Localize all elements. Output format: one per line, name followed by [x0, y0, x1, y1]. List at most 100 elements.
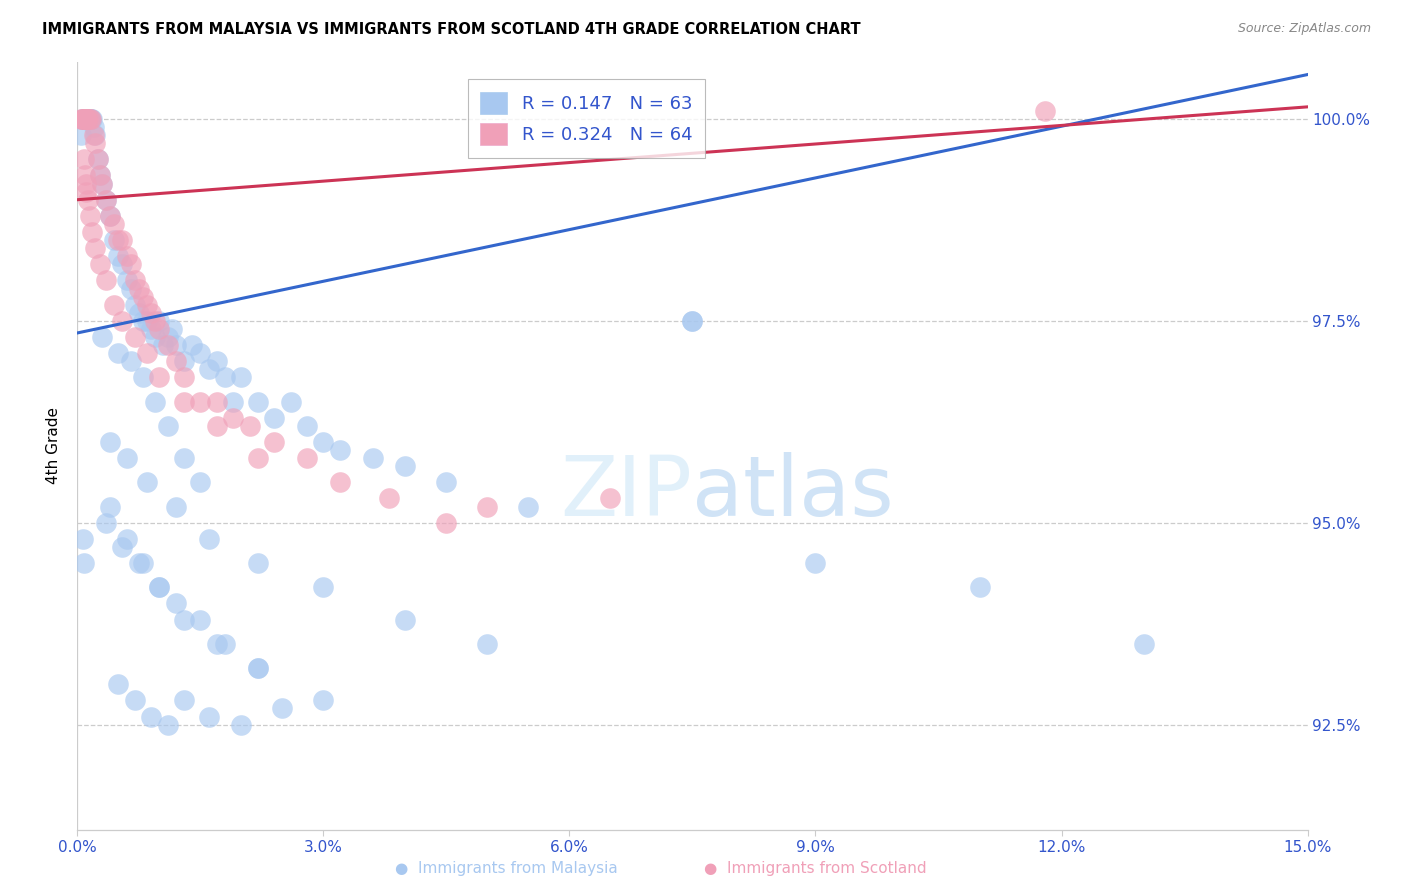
- Point: [205, 637, 228, 651]
- Text: Source: ZipAtlas.com: Source: ZipAtlas.com: [1237, 22, 1371, 36]
- Point: [132, 290, 155, 304]
- Point: [361, 451, 384, 466]
- Point: [107, 233, 129, 247]
- Point: [969, 580, 991, 594]
- Point: [73, 169, 96, 183]
- Point: [103, 217, 125, 231]
- Point: [73, 112, 96, 126]
- Point: [231, 370, 253, 384]
- Point: [1132, 637, 1154, 651]
- Point: [136, 298, 159, 312]
- Point: [90, 330, 114, 344]
- Text: ●  Immigrants from Malaysia: ● Immigrants from Malaysia: [395, 861, 617, 876]
- Point: [72, 532, 94, 546]
- Point: [148, 322, 170, 336]
- Point: [89, 257, 111, 271]
- Point: [132, 314, 155, 328]
- Point: [94, 193, 117, 207]
- Point: [295, 451, 318, 466]
- Point: [94, 273, 117, 287]
- Point: [79, 112, 101, 126]
- Point: [77, 112, 100, 126]
- Point: [87, 153, 110, 167]
- Point: [599, 491, 621, 506]
- Point: [76, 112, 98, 126]
- Point: [173, 394, 195, 409]
- Point: [246, 556, 269, 570]
- Point: [148, 580, 170, 594]
- Point: [148, 314, 170, 328]
- Point: [73, 112, 96, 126]
- Point: [111, 257, 134, 271]
- Point: [246, 661, 269, 675]
- Point: [76, 112, 98, 126]
- Point: [173, 613, 195, 627]
- Point: [94, 193, 117, 207]
- Point: [115, 532, 138, 546]
- Point: [73, 112, 96, 126]
- Point: [312, 693, 335, 707]
- Point: [173, 451, 195, 466]
- Point: [84, 241, 107, 255]
- Point: [205, 418, 228, 433]
- Point: [77, 112, 100, 126]
- Point: [107, 249, 129, 263]
- Point: [156, 338, 179, 352]
- Point: [87, 153, 110, 167]
- Point: [197, 709, 219, 723]
- Point: [214, 370, 236, 384]
- Point: [394, 613, 416, 627]
- Point: [143, 394, 166, 409]
- Point: [124, 330, 146, 344]
- Point: [156, 717, 179, 731]
- Point: [73, 556, 96, 570]
- Point: [72, 112, 94, 126]
- Point: [165, 338, 187, 352]
- Point: [120, 257, 142, 271]
- Point: [173, 354, 195, 368]
- Point: [136, 475, 159, 490]
- Point: [517, 500, 540, 514]
- Point: [141, 306, 163, 320]
- Point: [271, 701, 294, 715]
- Point: [73, 112, 96, 126]
- Point: [205, 394, 228, 409]
- Point: [205, 354, 228, 368]
- Point: [98, 209, 121, 223]
- Point: [90, 177, 114, 191]
- Point: [132, 370, 155, 384]
- Text: ZIP: ZIP: [561, 451, 693, 533]
- Point: [128, 281, 150, 295]
- Point: [107, 677, 129, 691]
- Point: [115, 249, 138, 263]
- Point: [280, 394, 302, 409]
- Point: [111, 233, 134, 247]
- Point: [222, 394, 245, 409]
- Y-axis label: 4th Grade: 4th Grade: [46, 408, 62, 484]
- Point: [75, 112, 97, 126]
- Point: [103, 233, 125, 247]
- Point: [75, 112, 97, 126]
- Point: [477, 500, 499, 514]
- Point: [312, 434, 335, 449]
- Point: [124, 693, 146, 707]
- Point: [141, 322, 163, 336]
- Point: [263, 410, 285, 425]
- Point: [75, 112, 97, 126]
- Point: [79, 112, 101, 126]
- Point: [173, 370, 195, 384]
- Point: [120, 354, 142, 368]
- Point: [246, 661, 269, 675]
- Point: [143, 330, 166, 344]
- Point: [98, 434, 121, 449]
- Point: [477, 637, 499, 651]
- Point: [89, 169, 111, 183]
- Point: [214, 637, 236, 651]
- Point: [75, 112, 97, 126]
- Point: [312, 580, 335, 594]
- Point: [136, 314, 159, 328]
- Point: [84, 128, 107, 142]
- Point: [82, 112, 104, 126]
- Point: [173, 693, 195, 707]
- Point: [682, 314, 704, 328]
